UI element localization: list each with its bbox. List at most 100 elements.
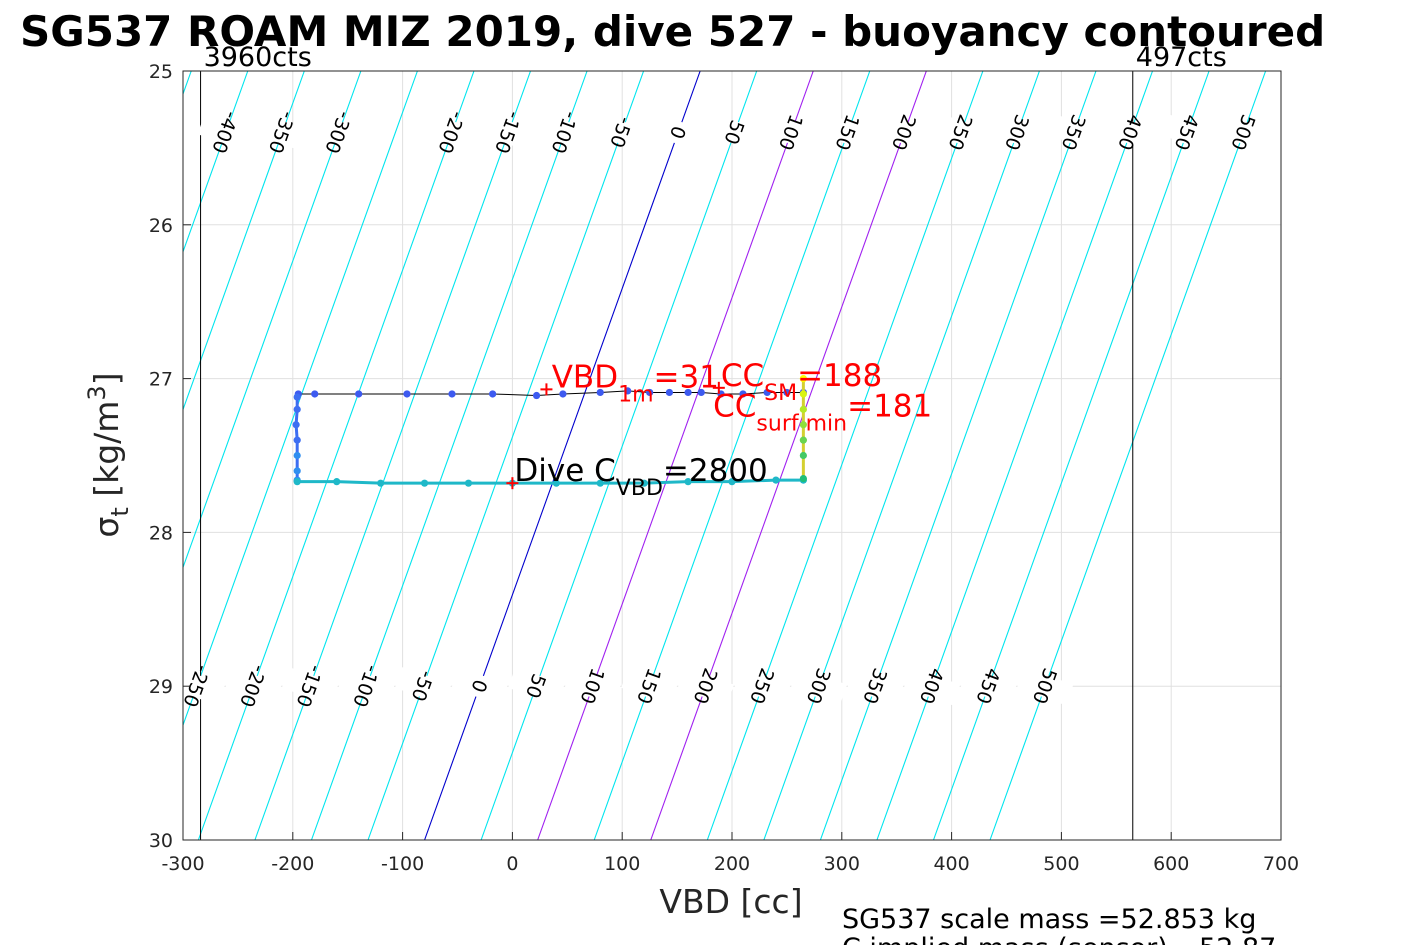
x-tick-label: 700 — [1263, 853, 1299, 875]
contour-line — [989, 71, 1267, 840]
track-point — [739, 390, 747, 398]
contour-label-bg — [903, 667, 961, 706]
track-point — [763, 388, 771, 397]
track-point — [311, 390, 319, 398]
contour-line — [183, 71, 362, 569]
contour-label-bg — [932, 113, 990, 152]
scale-mass-note: SG537 scale mass =52.853 kg — [842, 904, 1256, 935]
contour-line — [537, 71, 814, 840]
track-point — [697, 388, 705, 397]
contour-label-bg — [593, 113, 650, 152]
track-point — [646, 388, 654, 397]
track-point — [624, 387, 632, 395]
axis-ticks: -300 -200 -100 0 100 200 300 400 500 600 700 25 26 27… — [149, 61, 1299, 875]
contour-lines — [183, 71, 1267, 840]
contour-line — [183, 71, 305, 412]
contour-line — [183, 71, 249, 254]
contour-label-bg — [847, 667, 904, 706]
track-point — [403, 390, 411, 398]
contour-label-bg — [1016, 667, 1074, 706]
track-point — [448, 390, 456, 398]
x-tick-label: 300 — [824, 853, 860, 875]
annotation-label: CCsurf min=181 — [713, 389, 932, 437]
track-point — [293, 393, 301, 401]
annotation-value: =31 — [654, 359, 719, 395]
track-point — [596, 388, 604, 397]
contour-label-bg — [649, 113, 707, 152]
track-point — [799, 451, 807, 460]
contour-line — [932, 71, 1210, 840]
implied-mass-note: C implied mass (sensor) =52.87 — [842, 933, 1276, 945]
y-axis-label: σt [kg/m3] — [83, 372, 134, 537]
contour-label-bg — [1102, 113, 1159, 152]
contour-label-bg — [338, 667, 395, 706]
y-tick-label: 28 — [149, 522, 173, 544]
track-point — [684, 388, 692, 397]
annotation-value: =181 — [847, 389, 932, 425]
annotation-main: VBD — [552, 359, 618, 395]
track-point — [293, 451, 301, 460]
track-point — [640, 479, 648, 487]
track-point — [772, 476, 780, 484]
contour-label-bg — [480, 113, 537, 152]
contour-label-bg — [960, 667, 1017, 706]
contour-line — [763, 71, 1040, 840]
limit-line-label: 497cts — [1136, 42, 1227, 73]
contour-label-bg — [254, 113, 311, 152]
contour-label-bg — [310, 113, 368, 152]
track-point — [799, 436, 807, 444]
contour-label-bg — [197, 113, 254, 152]
x-tick-label: 100 — [604, 853, 640, 875]
limit-line-label: 3960cts — [204, 42, 312, 73]
y-tick-label: 27 — [149, 369, 173, 391]
contour-label-bg — [1215, 113, 1272, 152]
track-point — [293, 467, 301, 475]
contour-line — [593, 71, 871, 840]
annotation-value: =2800 — [663, 453, 768, 489]
x-tick-label: 400 — [933, 853, 969, 875]
annotation-main: CC — [721, 358, 764, 394]
chart-title: SG537 ROAM MIZ 2019, dive 527 - buoyancy… — [20, 7, 1325, 56]
track-point — [799, 421, 807, 429]
annotation-label: VBD1m=31 — [552, 359, 719, 407]
contour-line — [876, 71, 1154, 840]
y-tick-label: 25 — [149, 61, 173, 83]
contour-line — [706, 71, 984, 840]
track-point — [377, 479, 385, 487]
track-point — [684, 478, 692, 486]
limit-lines: 3960cts 497cts — [200, 42, 1227, 840]
track-point — [665, 388, 674, 397]
track-point — [464, 479, 473, 487]
track-point — [783, 388, 791, 397]
track-point — [596, 479, 604, 487]
y-tick-label: 26 — [149, 215, 173, 237]
contour-label-bg — [989, 113, 1046, 152]
contour-label-bg — [763, 113, 820, 152]
track-point — [799, 405, 807, 413]
contour-line — [819, 71, 1097, 840]
track-point — [293, 478, 301, 486]
contour-line — [197, 71, 475, 840]
annotation-sub: SM — [764, 381, 797, 406]
contour-label-bg — [1158, 113, 1216, 152]
x-tick-label: 0 — [506, 853, 518, 875]
annotation-main: CC — [713, 389, 756, 425]
annotation-label: CCSM=188 — [721, 358, 882, 406]
contour-line — [254, 71, 532, 840]
track-point — [799, 390, 807, 398]
annotation-markers — [506, 381, 725, 490]
x-tick-label: 600 — [1153, 853, 1189, 875]
contour-label-bg — [281, 667, 339, 706]
track-point — [532, 391, 541, 400]
contour-label-bg — [734, 667, 791, 706]
annotation-sub: VBD — [616, 476, 663, 501]
contour-label-bg — [451, 667, 508, 706]
contour-label-bg — [394, 667, 452, 706]
contour-label-bg — [790, 667, 848, 706]
contour-label-bg — [677, 667, 735, 706]
annotation-main: Dive C — [514, 453, 615, 489]
y-tick-label: 29 — [149, 676, 173, 698]
contour-label-bg — [819, 113, 876, 152]
